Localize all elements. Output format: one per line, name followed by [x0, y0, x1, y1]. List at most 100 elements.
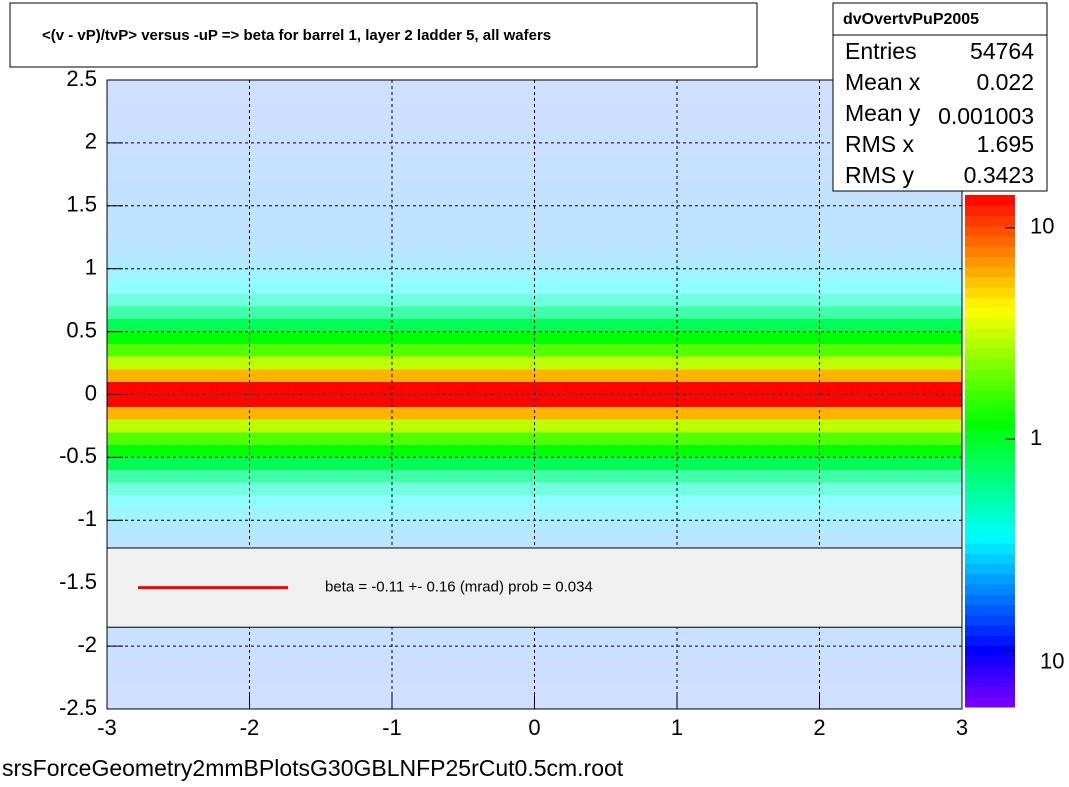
- profile-point: [138, 386, 147, 395]
- color-bar-segment: [965, 491, 1015, 503]
- profile-point: [224, 387, 233, 397]
- stats-value: 0.3423: [964, 162, 1034, 188]
- profile-point: [323, 386, 332, 395]
- color-bar-segment: [965, 246, 1015, 257]
- color-bar-segment: [965, 553, 1015, 565]
- y-tick-label: -1: [77, 506, 97, 531]
- x-tick-label: -2: [240, 715, 260, 740]
- color-bar-segment: [965, 205, 1015, 216]
- stats-value: 1.695: [976, 131, 1034, 157]
- profile-point: [722, 387, 731, 397]
- stats-label: Mean x: [845, 69, 921, 95]
- profile-point: [295, 387, 304, 397]
- x-tick-label: 0: [528, 715, 540, 740]
- chart-title: <(v - vP)/tvP> versus -uP => beta for ba…: [42, 27, 551, 44]
- heat-cell: [107, 331, 962, 345]
- stats-label: RMS x: [845, 131, 915, 157]
- stats-label: Mean y: [845, 100, 921, 126]
- color-bar-segment: [965, 276, 1015, 288]
- profile-point: [167, 387, 176, 397]
- color-bar-segment: [965, 625, 1015, 636]
- color-bar-segment: [965, 696, 1015, 708]
- color-bar-segment: [965, 266, 1015, 278]
- heat-cell: [107, 306, 962, 320]
- color-bar-segment: [965, 235, 1015, 247]
- stats-value: 0.001003: [938, 103, 1034, 129]
- color-bar-segment: [965, 645, 1015, 657]
- profile-point: [765, 387, 774, 397]
- profile-point: [480, 389, 489, 398]
- profile-point: [551, 389, 560, 398]
- title-box: [9, 2, 758, 68]
- profile-point: [950, 387, 959, 397]
- profile-point: [509, 387, 518, 397]
- profile-point: [594, 387, 603, 397]
- profile-point: [452, 387, 461, 397]
- y-tick-label: -1.5: [59, 569, 97, 594]
- footer: srsForceGeometry2mmBPlotsG30GBLNFP25rCut…: [2, 755, 624, 781]
- profile-point: [623, 389, 632, 398]
- stats-label: RMS y: [845, 162, 915, 188]
- color-bar-segment: [965, 348, 1015, 360]
- stats-value: 0.022: [976, 69, 1034, 95]
- profile-point: [352, 387, 361, 397]
- profile-point: [836, 387, 845, 397]
- profile-point: [238, 386, 247, 395]
- color-bar-segment: [965, 512, 1015, 524]
- color-bar-segment: [965, 635, 1015, 647]
- profile-point: [366, 387, 375, 397]
- color-bar-segment: [965, 399, 1015, 411]
- profile-point: [466, 387, 475, 397]
- color-bar-segment: [965, 195, 1015, 206]
- heat-cell: [107, 671, 962, 684]
- heat-cell: [107, 683, 962, 697]
- z-tick-label: 10: [1030, 214, 1054, 239]
- profile-point: [936, 389, 945, 398]
- color-bar-segment: [965, 317, 1015, 329]
- z-tick-label: 10: [1040, 648, 1064, 673]
- heat-cell: [107, 419, 962, 433]
- color-bar-segment: [965, 410, 1015, 421]
- profile-point: [423, 387, 432, 397]
- profile-point: [395, 387, 404, 397]
- heat-cell: [107, 142, 962, 156]
- color-bar-segment: [965, 573, 1015, 585]
- x-tick-label: 3: [956, 715, 968, 740]
- x-tick-label: 1: [671, 715, 683, 740]
- profile-point: [893, 387, 902, 397]
- stats-box: [832, 2, 1048, 192]
- profile-point: [794, 387, 803, 397]
- color-bar-segment: [965, 543, 1015, 554]
- profile-point: [665, 386, 674, 395]
- color-bar-segment: [965, 471, 1015, 483]
- profile-point: [252, 389, 261, 398]
- color-bar-segment: [965, 338, 1015, 350]
- color-bar-segment: [965, 481, 1015, 493]
- profile-point: [266, 387, 275, 397]
- heat-cell: [107, 155, 962, 169]
- color-bar-segment: [965, 604, 1015, 616]
- stats-value: 54764: [970, 38, 1034, 64]
- heat-cell: [107, 457, 962, 470]
- color-bar-segment: [965, 379, 1015, 391]
- color-bar-segment: [965, 666, 1015, 677]
- color-bar-segment: [965, 420, 1015, 432]
- profile-point: [737, 386, 746, 395]
- profile-point: [651, 387, 660, 397]
- heat-cell: [107, 444, 962, 458]
- color-bar-segment: [965, 297, 1015, 309]
- color-bar-segment: [965, 256, 1015, 268]
- profile-point: [281, 386, 290, 395]
- heat-cell: [107, 432, 962, 445]
- color-bar-segment: [965, 522, 1015, 534]
- color-bar-segment: [965, 532, 1015, 544]
- color-bar-segment: [965, 225, 1015, 237]
- x-tick-label: -1: [382, 715, 402, 740]
- profile-point: [922, 387, 931, 397]
- y-tick-label: 1: [85, 255, 97, 280]
- color-bar-segment: [965, 461, 1015, 472]
- fit-text: beta = -0.11 +- 0.16 (mrad) prob = 0.034: [325, 579, 593, 596]
- heat-cell: [107, 281, 962, 294]
- profile-point: [523, 387, 532, 397]
